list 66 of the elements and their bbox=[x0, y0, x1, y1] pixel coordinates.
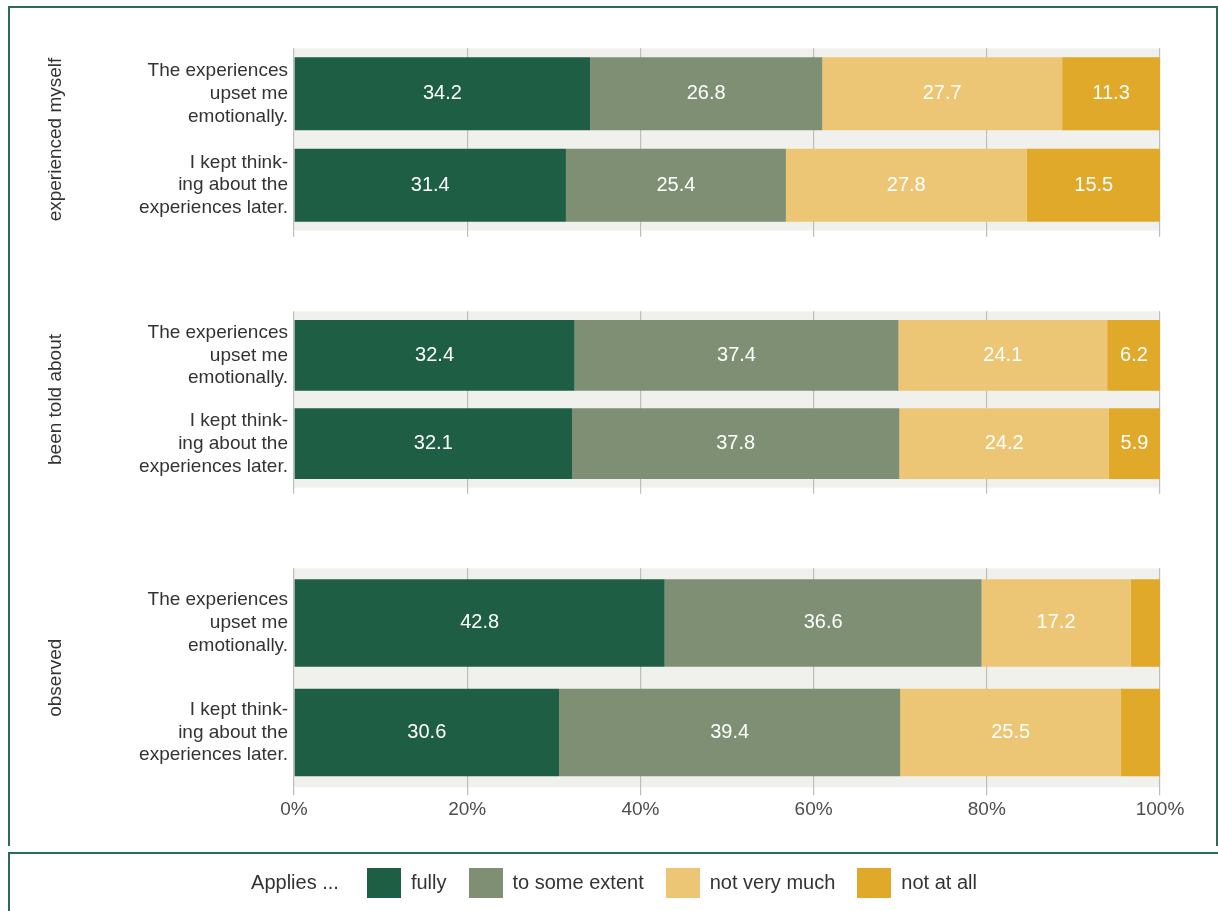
bar bbox=[294, 320, 575, 391]
y-axis-title: experienced myself bbox=[43, 56, 65, 222]
bar bbox=[294, 688, 559, 777]
data-label: 32.4 bbox=[415, 342, 455, 365]
data-label: 24.2 bbox=[984, 431, 1024, 454]
y-tick-label: The experiences upset me emotionally. bbox=[147, 588, 288, 655]
data-label: 39.4 bbox=[710, 719, 750, 742]
data-label: 31.4 bbox=[410, 172, 450, 195]
x-tick-label: 40% bbox=[621, 797, 660, 819]
bar bbox=[294, 57, 591, 131]
data-label: 26.8 bbox=[686, 81, 726, 104]
bar bbox=[785, 148, 1027, 222]
x-tick-label: 20% bbox=[448, 797, 487, 819]
data-label: 30.6 bbox=[407, 719, 447, 742]
x-tick-label: 60% bbox=[794, 797, 833, 819]
bar bbox=[590, 57, 823, 131]
y-axis-title: been told about bbox=[43, 333, 65, 466]
y-tick-label: I kept think- ing about the experiences later. bbox=[139, 409, 288, 476]
bar bbox=[1107, 320, 1160, 391]
data-label: 36.6 bbox=[803, 610, 843, 633]
bar bbox=[900, 688, 1122, 777]
bar bbox=[565, 148, 786, 222]
bar bbox=[574, 320, 899, 391]
legend-label: fully bbox=[410, 871, 447, 894]
data-label: 42.8 bbox=[460, 610, 500, 633]
data-label: 32.1 bbox=[413, 431, 453, 454]
data-label: 37.4 bbox=[717, 342, 756, 365]
bar bbox=[1062, 57, 1160, 131]
bar bbox=[1130, 579, 1160, 667]
y-tick-label: The experiences upset me emotionally. bbox=[147, 59, 288, 126]
data-label: 37.8 bbox=[716, 431, 756, 454]
data-label: 25.5 bbox=[991, 719, 1031, 742]
y-axis-title: observed bbox=[43, 638, 65, 717]
bar bbox=[898, 320, 1108, 391]
legend-label: not very much bbox=[709, 871, 836, 894]
data-label: 11.3 bbox=[1092, 81, 1130, 104]
data-label: 6.2 bbox=[1120, 342, 1148, 365]
x-tick-label: 0% bbox=[280, 797, 308, 819]
bar bbox=[1121, 688, 1160, 777]
x-tick-label: 100% bbox=[1135, 797, 1185, 819]
bar bbox=[571, 408, 900, 479]
legend-title: Applies ... bbox=[251, 871, 339, 894]
bar bbox=[981, 579, 1131, 667]
data-label: 25.4 bbox=[656, 172, 696, 195]
bar bbox=[559, 688, 901, 777]
bar bbox=[899, 408, 1109, 479]
data-label: 24.1 bbox=[983, 342, 1023, 365]
bar bbox=[664, 579, 982, 667]
y-tick-label: The experiences upset me emotionally. bbox=[147, 320, 288, 388]
bar bbox=[294, 148, 566, 222]
data-label: 34.2 bbox=[422, 81, 462, 104]
y-tick-label: I kept think- ing about the experiences later. bbox=[139, 697, 288, 765]
bar bbox=[822, 57, 1063, 131]
data-label: 17.2 bbox=[1036, 610, 1076, 633]
data-label: 5.9 bbox=[1120, 431, 1149, 454]
x-tick-label: 80% bbox=[967, 797, 1006, 819]
y-tick-label: I kept think- ing about the experiences later. bbox=[139, 150, 288, 218]
legend-label: to some extent bbox=[512, 871, 644, 894]
bar bbox=[294, 408, 572, 479]
bar bbox=[1108, 408, 1160, 479]
data-label: 15.5 bbox=[1074, 172, 1114, 195]
data-label: 27.7 bbox=[922, 81, 962, 104]
legend-label: not at all bbox=[901, 871, 977, 894]
bar bbox=[1026, 148, 1160, 222]
data-label: 27.8 bbox=[886, 172, 926, 195]
bar bbox=[294, 579, 665, 667]
